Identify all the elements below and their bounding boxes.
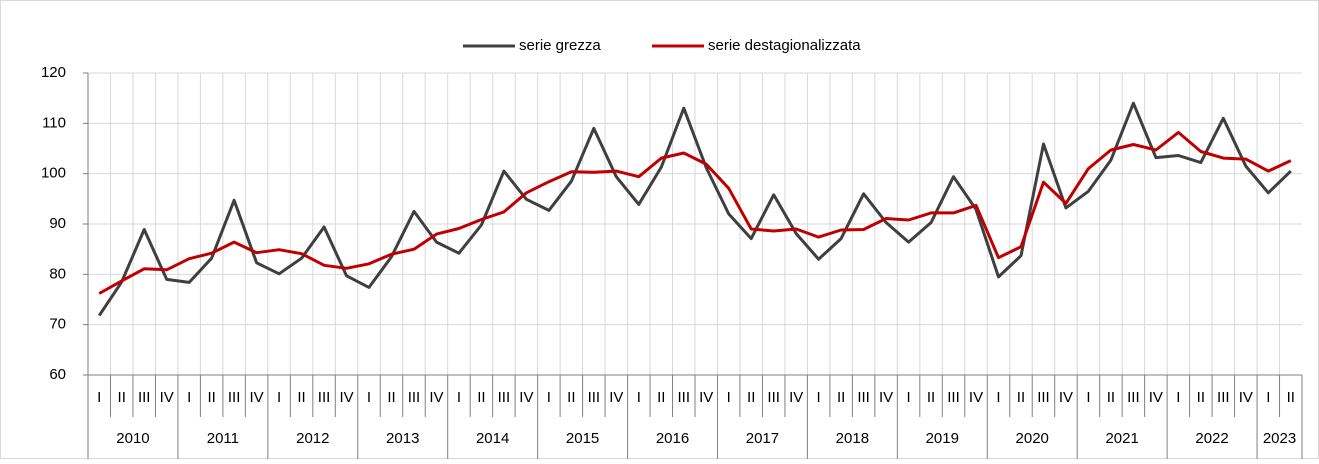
x-tick-label: III	[1037, 389, 1050, 406]
x-tick-label: IV	[609, 389, 623, 406]
x-tick-label: IV	[879, 389, 893, 406]
year-label: 2010	[116, 430, 149, 447]
x-tick-label: I	[817, 389, 821, 406]
x-tick-label: IV	[519, 389, 533, 406]
series-line	[98, 130, 1292, 295]
x-tick-label: III	[228, 389, 241, 406]
year-label: 2019	[926, 430, 959, 447]
x-tick-label: I	[187, 389, 191, 406]
x-tick-label: II	[477, 389, 485, 406]
y-tick-label: 60	[49, 366, 66, 383]
y-tick-label: 70	[49, 316, 66, 333]
year-label: 2021	[1105, 430, 1138, 447]
x-tick-label: I	[547, 389, 551, 406]
x-tick-label: I	[1266, 389, 1270, 406]
x-tick-label: II	[297, 389, 305, 406]
x-tick-label: III	[138, 389, 151, 406]
y-tick-label: 100	[41, 165, 66, 182]
x-tick-label: II	[837, 389, 845, 406]
x-tick-label: I	[277, 389, 281, 406]
x-tick-label: IV	[969, 389, 983, 406]
year-label: 2011	[207, 430, 239, 447]
year-label: 2018	[836, 430, 869, 447]
x-tick-label: I	[996, 389, 1000, 406]
x-tick-label: I	[367, 389, 371, 406]
x-tick-label: IV	[160, 389, 174, 406]
x-tick-label: IV	[789, 389, 803, 406]
x-tick-label: IV	[429, 389, 443, 406]
x-tick-label: II	[567, 389, 575, 406]
y-tick-label: 110	[42, 114, 66, 131]
x-tick-label: IV	[250, 389, 264, 406]
x-tick-label: IV	[1239, 389, 1253, 406]
year-label: 2015	[566, 430, 599, 447]
x-tick-label: II	[747, 389, 755, 406]
x-tick-label: I	[1086, 389, 1090, 406]
x-tick-label: II	[927, 389, 935, 406]
x-tick-label: II	[1197, 389, 1205, 406]
x-tick-label: III	[498, 389, 511, 406]
legend-label: serie grezza	[519, 37, 601, 54]
x-tick-label: IV	[1059, 389, 1073, 406]
x-tick-label: II	[1107, 389, 1115, 406]
series-line	[97, 101, 1292, 317]
x-tick-label: III	[767, 389, 780, 406]
x-tick-label: IV	[699, 389, 713, 406]
legend-label: serie destagionalizzata	[708, 37, 861, 54]
x-tick-label: II	[1017, 389, 1025, 406]
year-label: 2023	[1263, 430, 1296, 447]
y-tick-label: 80	[49, 265, 66, 282]
x-tick-label: I	[1176, 389, 1180, 406]
x-tick-label: IV	[339, 389, 353, 406]
x-tick-label: III	[588, 389, 601, 406]
year-label: 2016	[656, 430, 689, 447]
x-tick-label: III	[1127, 389, 1140, 406]
x-tick-label: II	[1287, 389, 1295, 406]
x-tick-label: III	[947, 389, 960, 406]
year-label: 2022	[1195, 430, 1228, 447]
year-label: 2017	[746, 430, 779, 447]
x-tick-label: II	[657, 389, 665, 406]
x-tick-label: III	[318, 389, 331, 406]
x-tick-label: I	[727, 389, 731, 406]
x-tick-label: III	[678, 389, 691, 406]
x-tick-label: I	[906, 389, 910, 406]
year-label: 2012	[296, 430, 329, 447]
y-tick-label: 90	[49, 215, 66, 232]
x-tick-label: II	[387, 389, 395, 406]
year-label: 2014	[476, 430, 509, 447]
x-tick-label: I	[97, 389, 101, 406]
y-tick-label: 120	[41, 64, 66, 81]
x-tick-label: II	[207, 389, 215, 406]
x-tick-label: III	[1217, 389, 1230, 406]
x-tick-label: III	[408, 389, 421, 406]
x-tick-label: I	[457, 389, 461, 406]
year-label: 2013	[386, 430, 419, 447]
x-tick-label: IV	[1149, 389, 1163, 406]
x-tick-label: II	[118, 389, 126, 406]
x-tick-label: I	[637, 389, 641, 406]
x-tick-label: III	[857, 389, 870, 406]
year-label: 2020	[1016, 430, 1049, 447]
